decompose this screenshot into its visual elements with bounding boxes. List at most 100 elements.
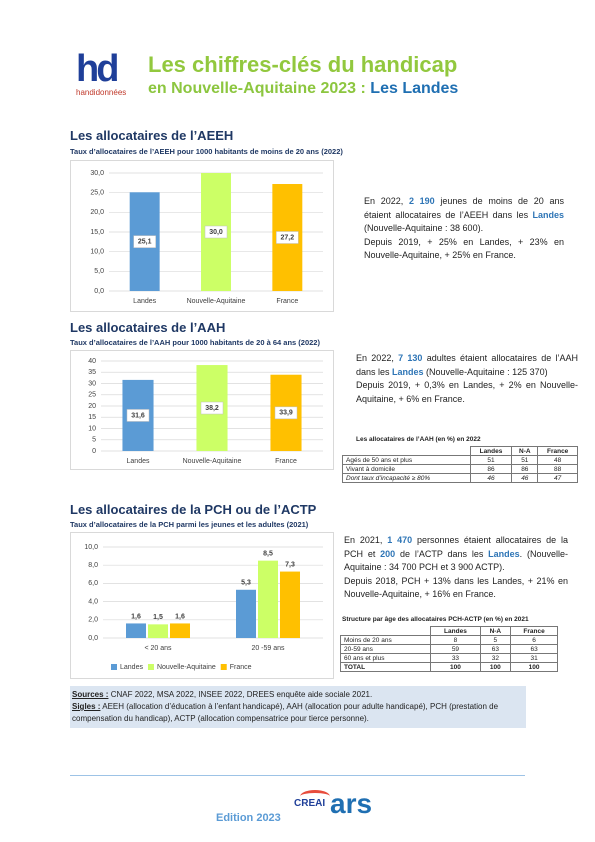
- section-heading: Les allocataires de l’AAH: [70, 320, 226, 335]
- text: En 2021,: [344, 535, 388, 545]
- row-label: Vivant à domicile: [342, 464, 471, 474]
- cell: 47: [537, 473, 578, 483]
- value-label: 30,0: [209, 229, 223, 236]
- y-tick-label: 10,0: [84, 544, 98, 551]
- text-block: En 2022, 7 130 adultes étaient allocatai…: [356, 352, 578, 406]
- cell: 100: [510, 662, 558, 672]
- bar: [148, 624, 168, 638]
- y-tick-label: 30,0: [90, 170, 104, 177]
- cell: 33: [430, 653, 481, 663]
- label-box: [200, 401, 224, 415]
- value-label: 1,6: [131, 613, 141, 620]
- bar: [170, 623, 190, 638]
- x-tick-label: Nouvelle-Aquitaine: [187, 298, 246, 305]
- highlight: 1 470: [387, 535, 413, 545]
- y-tick-label: 10,0: [90, 249, 104, 256]
- y-tick-label: 5,0: [94, 268, 104, 275]
- logo-arc: [300, 790, 330, 803]
- label-box: [204, 225, 228, 239]
- x-tick-label: Landes: [133, 298, 156, 305]
- value-label: 33,9: [279, 410, 293, 417]
- y-tick-label: 25,0: [90, 190, 104, 197]
- value-label: 7,3: [285, 561, 295, 568]
- text-block: En 2021, 1 470 personnes étaient allocat…: [344, 534, 568, 602]
- y-tick-label: 35: [88, 369, 96, 376]
- cell: 5: [479, 635, 512, 645]
- cell: 46: [511, 473, 539, 483]
- legend-swatch: [111, 664, 117, 670]
- cell: 51: [469, 455, 513, 465]
- cell: 6: [510, 635, 558, 645]
- table-row: Vivant à domicile 86 86 88: [342, 464, 578, 474]
- section-heading: Les allocataires de la PCH ou de l’ACTP: [70, 502, 317, 517]
- value-label: 31,6: [131, 412, 145, 419]
- chart: 0,0 2,0 4,0 6,0 8,0 10,0 < 20 ans 1,6 1,5 1,6 20 -…: [70, 532, 334, 679]
- text: En 2022,: [356, 353, 399, 363]
- label-box: [133, 235, 156, 248]
- y-tick-label: 15: [88, 414, 96, 421]
- highlight: Landes: [532, 209, 564, 220]
- legend-label: Landes: [120, 664, 143, 671]
- legend-label: Nouvelle-Aquitaine: [157, 664, 216, 671]
- row-label: Moins de 20 ans: [339, 635, 432, 645]
- table-row: TOTAL 100 100 100: [339, 662, 558, 672]
- y-tick-label: 0,0: [88, 635, 98, 642]
- section-heading: Les allocataires de l’AEEH: [70, 128, 234, 143]
- table-row: Agés de 50 ans et plus 51 51 48: [342, 455, 578, 465]
- highlight: Landes: [488, 548, 520, 559]
- text: de l’ACTP dans les: [395, 548, 489, 559]
- text: Depuis 2019, + 0,3% en Landes, + 2% en N…: [356, 380, 578, 404]
- table-header: Landes N-A France: [342, 446, 578, 456]
- logo-mark: hd: [76, 48, 119, 90]
- value-label: 38,2: [205, 405, 219, 412]
- paragraph: Depuis 2019, + 0,3% en Landes, + 2% en N…: [356, 379, 578, 406]
- cell: 51: [511, 455, 539, 465]
- paragraph: En 2022, 2 190 jeunes de moins de 20 ans…: [364, 195, 564, 236]
- paragraph: En 2022, 7 130 adultes étaient allocatai…: [356, 352, 578, 379]
- cell: 86: [511, 464, 539, 474]
- table-row: Moins de 20 ans 8 5 6: [339, 635, 558, 645]
- text: (Nouvelle-Aquitaine : 38 600).: [364, 223, 484, 233]
- logo-text: handidonnées: [76, 88, 127, 97]
- cell: 100: [479, 662, 512, 672]
- subtitle-highlight: Les Landes: [370, 80, 459, 97]
- cell: 63: [510, 644, 558, 654]
- text: adultes étaient allocataires de l’AAH da…: [356, 353, 579, 377]
- y-tick-label: 20,0: [90, 209, 104, 216]
- text: personnes étaient allocataires de la PCH…: [344, 535, 569, 559]
- x-tick-label: < 20 ans: [144, 645, 172, 652]
- chart-title: Taux d’allocataires de la PCH parmi les …: [70, 520, 309, 529]
- column-header: N-A: [511, 446, 539, 456]
- y-tick-label: 4,0: [88, 598, 98, 605]
- title: Les chiffres-clés du handicap: [148, 52, 458, 77]
- paragraph: En 2021, 1 470 personnes étaient allocat…: [344, 534, 568, 575]
- text: . (Nouvelle-Aquitaine : 34 700 PCH et 3 …: [344, 548, 569, 573]
- y-tick-label: 40: [88, 358, 96, 365]
- acronyms-text: AEEH (allocation d’éducation à l’enfant …: [72, 702, 499, 723]
- acronyms-label: Sigles :: [72, 702, 101, 711]
- cell: 63: [479, 644, 512, 654]
- y-tick-label: 0: [92, 448, 96, 455]
- value-label: 5,3: [241, 580, 251, 587]
- chart-title: Taux d’allocataires de l’AAH pour 1000 h…: [70, 338, 320, 347]
- legend-label: France: [230, 664, 252, 671]
- table: Landes N-A France Moins de 20 ans 8 5 6 20-59 a…: [339, 626, 558, 672]
- legend-swatch: [147, 664, 154, 670]
- x-tick-label: France: [276, 298, 298, 305]
- cell: 59: [430, 644, 481, 654]
- cell: 31: [510, 653, 558, 663]
- cell: 100: [430, 662, 481, 672]
- cell: 48: [537, 455, 578, 465]
- logo-creai: CREAI: [294, 798, 326, 809]
- chart: 0 5 10 15 20 25 30 35 40 Landes 31,6 Nouvelle-Aquit…: [70, 350, 334, 470]
- y-tick-label: 15,0: [90, 229, 104, 236]
- highlight: 200: [380, 548, 396, 559]
- value-label: 25,1: [138, 238, 152, 245]
- text-block: En 2022, 2 190 jeunes de moins de 20 ans…: [364, 195, 564, 263]
- sources-label: Sources :: [72, 690, 109, 699]
- subtitle-text: en Nouvelle-Aquitaine 2023 :: [148, 80, 366, 97]
- text: Depuis 2019, + 25% en Landes, + 23% en N…: [364, 236, 564, 261]
- y-tick-label: 25: [88, 392, 96, 399]
- y-tick-label: 2,0: [88, 617, 98, 624]
